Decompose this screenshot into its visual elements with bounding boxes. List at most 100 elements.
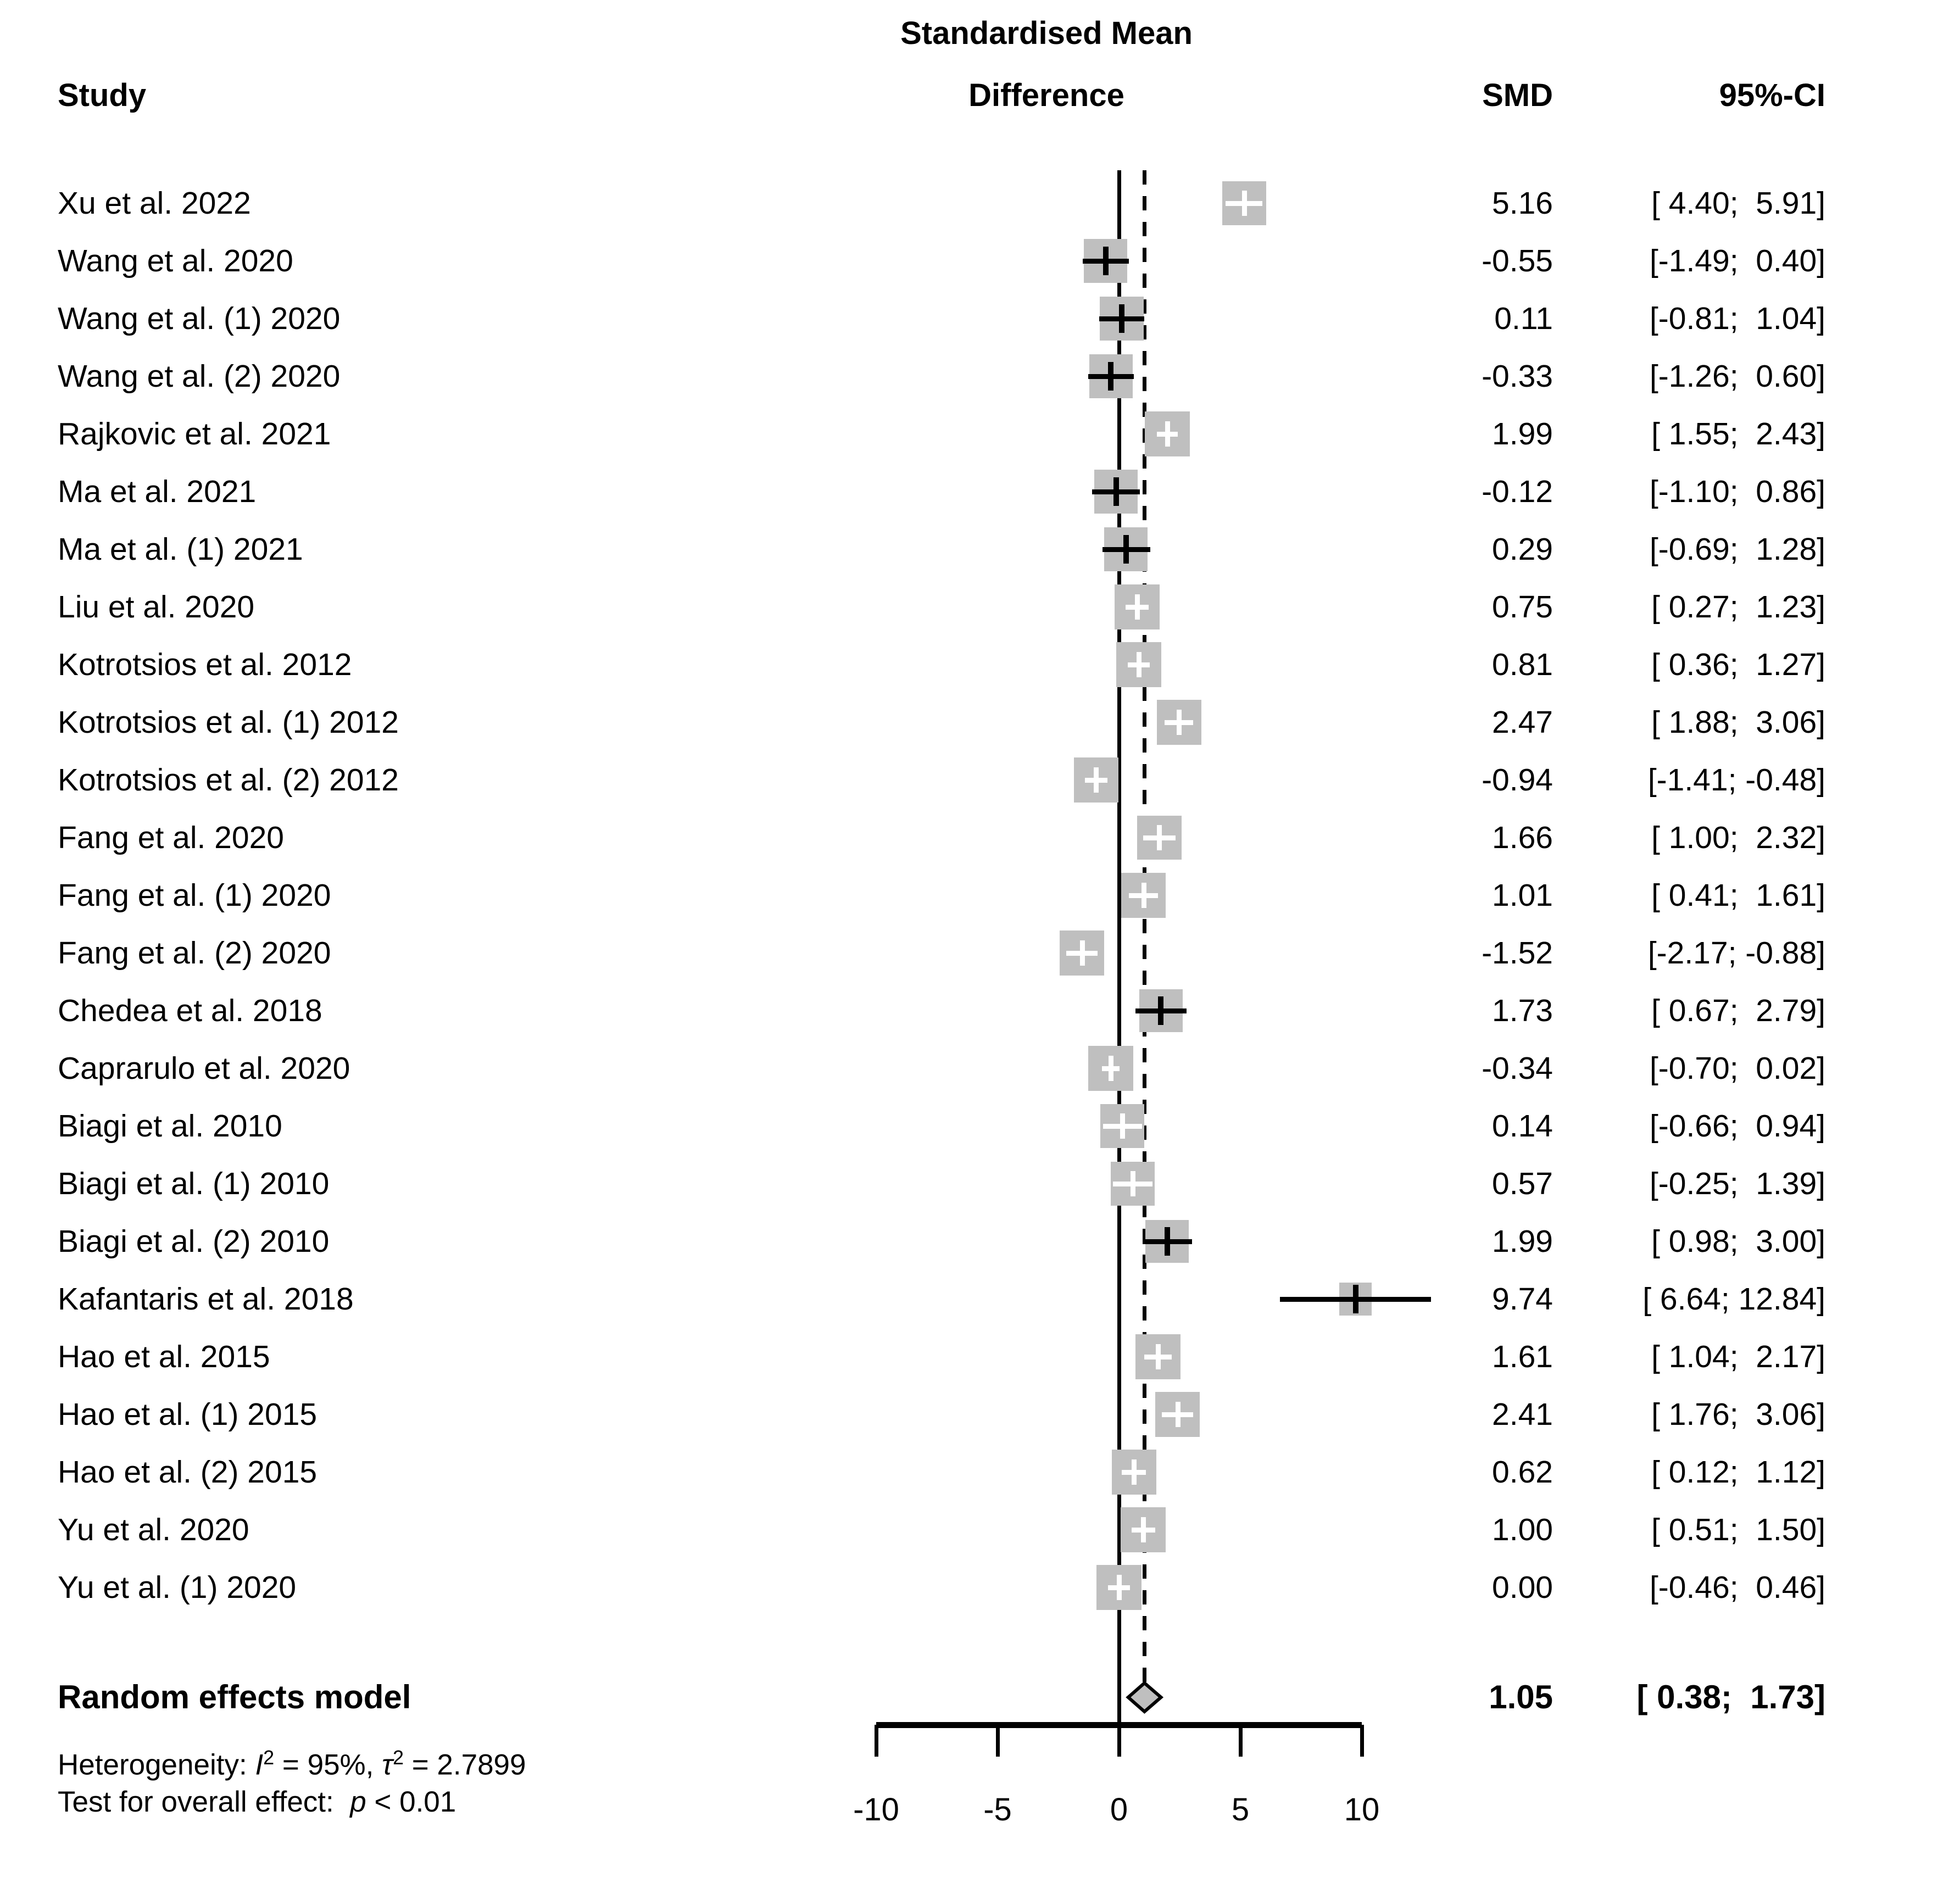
study-ci-value: [-2.17; -0.88] <box>1647 935 1825 971</box>
column-header-effect-line1: Standardised Mean <box>900 15 1193 51</box>
study-label: Biagi et al. (1) 2010 <box>58 1166 330 1201</box>
center-tick <box>1135 594 1140 620</box>
study-smd-value: 5.16 <box>1492 186 1553 221</box>
study-smd-value: 9.74 <box>1492 1281 1553 1317</box>
study-ci-value: [ 1.88; 3.06] <box>1651 705 1825 740</box>
study-smd-value: 1.01 <box>1492 878 1553 913</box>
study-smd-value: 0.14 <box>1492 1108 1553 1144</box>
het-I-symbol: I <box>255 1748 264 1781</box>
study-smd-value: 1.66 <box>1492 820 1553 855</box>
study-ci-value: [ 0.12; 1.12] <box>1651 1455 1825 1490</box>
test-prefix: Test for overall effect: <box>58 1786 350 1818</box>
study-label: Fang et al. (2) 2020 <box>58 935 331 971</box>
center-tick <box>1123 535 1129 564</box>
het-eq1: = 95%, <box>274 1748 382 1781</box>
het-tau-symbol: τ <box>382 1748 393 1781</box>
study-smd-value: 1.61 <box>1492 1339 1553 1374</box>
heterogeneity-text: Heterogeneity: I2 = 95%, τ2 = 2.7899 <box>58 1740 526 1784</box>
study-ci-value: [ 6.64; 12.84] <box>1642 1281 1825 1317</box>
axis-tick-label: -5 <box>983 1792 1012 1827</box>
study-label: Chedea et al. 2018 <box>58 993 322 1028</box>
center-tick <box>1156 1344 1161 1369</box>
column-header-effect-line2: Difference <box>968 77 1124 113</box>
study-label: Kotrotsios et al. (1) 2012 <box>58 705 399 740</box>
study-label: Fang et al. 2020 <box>58 820 284 855</box>
study-ci-value: [-0.25; 1.39] <box>1649 1166 1825 1201</box>
study-smd-value: -0.33 <box>1482 359 1553 394</box>
center-tick <box>1165 421 1170 447</box>
study-label: Xu et al. 2022 <box>58 186 251 221</box>
center-tick <box>1157 825 1162 850</box>
study-smd-value: -0.12 <box>1482 474 1553 509</box>
axis-tick <box>1117 1725 1121 1757</box>
center-tick <box>1113 477 1119 506</box>
study-smd-value: 0.29 <box>1492 532 1553 567</box>
study-smd-value: 0.57 <box>1492 1166 1553 1201</box>
study-label: Hao et al. (1) 2015 <box>58 1397 318 1432</box>
axis-tick <box>875 1725 878 1757</box>
center-tick <box>1094 767 1099 793</box>
center-tick <box>1079 940 1085 966</box>
study-label: Rajkovic et al. 2021 <box>58 416 331 452</box>
study-label: Caprarulo et al. 2020 <box>58 1051 350 1086</box>
study-ci-value: [ 4.40; 5.91] <box>1651 186 1825 221</box>
het-I-sup: 2 <box>263 1746 275 1769</box>
study-label: Biagi et al. (2) 2010 <box>58 1224 330 1259</box>
study-ci-value: [-0.69; 1.28] <box>1649 532 1825 567</box>
study-label: Yu et al. (1) 2020 <box>58 1570 297 1605</box>
het-prefix: Heterogeneity: <box>58 1748 255 1781</box>
study-label: Ma et al. 2021 <box>58 474 257 509</box>
study-label: Hao et al. 2015 <box>58 1339 270 1374</box>
pooled-ci-value: [ 0.38; 1.73] <box>1636 1679 1825 1715</box>
axis-tick-label: -10 <box>853 1792 899 1827</box>
center-tick <box>1118 304 1124 333</box>
study-ci-value: [-0.81; 1.04] <box>1649 301 1825 336</box>
test-suffix: < 0.01 <box>366 1786 456 1818</box>
study-ci-value: [ 1.55; 2.43] <box>1651 416 1825 452</box>
study-label: Biagi et al. 2010 <box>58 1108 282 1144</box>
study-smd-value: 0.11 <box>1494 301 1553 336</box>
study-label: Ma et al. (1) 2021 <box>58 532 303 567</box>
study-label: Kotrotsios et al. 2012 <box>58 647 352 682</box>
pooled-row-label: Random effects model <box>58 1679 411 1715</box>
study-ci-value: [ 0.51; 1.50] <box>1651 1512 1825 1547</box>
study-ci-value: [-0.66; 0.94] <box>1649 1108 1825 1144</box>
study-ci-value: [-0.46; 0.46] <box>1649 1570 1825 1605</box>
study-ci-value: [-1.41; -0.48] <box>1647 762 1825 798</box>
study-label: Fang et al. (1) 2020 <box>58 878 331 913</box>
center-tick <box>1131 1171 1136 1196</box>
het-tau-sup: 2 <box>392 1746 404 1769</box>
study-label: Liu et al. 2020 <box>58 589 255 625</box>
center-tick <box>1164 1227 1170 1256</box>
study-smd-value: 2.41 <box>1492 1397 1553 1432</box>
column-header-study: Study <box>58 77 147 113</box>
study-label: Kotrotsios et al. (2) 2012 <box>58 762 399 798</box>
center-tick <box>1136 652 1142 677</box>
study-ci-value: [ 1.76; 3.06] <box>1651 1397 1825 1432</box>
pooled-estimate-dashed-line <box>1143 170 1147 1683</box>
study-smd-value: 1.99 <box>1492 416 1553 452</box>
center-tick <box>1158 996 1164 1025</box>
axis-tick-label: 10 <box>1344 1792 1380 1827</box>
center-tick <box>1175 1402 1181 1427</box>
study-smd-value: 0.81 <box>1492 647 1553 682</box>
study-ci-value: [-0.70; 0.02] <box>1649 1051 1825 1086</box>
study-ci-value: [ 0.67; 2.79] <box>1651 993 1825 1028</box>
pooled-smd-value: 1.05 <box>1489 1679 1553 1715</box>
study-smd-value: 0.62 <box>1492 1455 1553 1490</box>
axis-tick-label: 5 <box>1231 1792 1250 1827</box>
study-label: Yu et al. 2020 <box>58 1512 249 1547</box>
study-ci-value: [ 1.04; 2.17] <box>1651 1339 1825 1374</box>
study-label: Wang et al. (2) 2020 <box>58 359 341 394</box>
study-smd-value: 0.75 <box>1492 589 1553 625</box>
study-smd-value: 0.00 <box>1492 1570 1553 1605</box>
study-label: Wang et al. (1) 2020 <box>58 301 341 336</box>
column-header-smd: SMD <box>1482 77 1553 113</box>
study-ci-value: [ 0.98; 3.00] <box>1651 1224 1825 1259</box>
study-ci-value: [ 0.36; 1.27] <box>1651 647 1825 682</box>
study-smd-value: 1.00 <box>1492 1512 1553 1547</box>
zero-reference-line <box>1117 170 1121 1757</box>
study-ci-value: [-1.10; 0.86] <box>1649 474 1825 509</box>
center-tick <box>1102 247 1109 275</box>
